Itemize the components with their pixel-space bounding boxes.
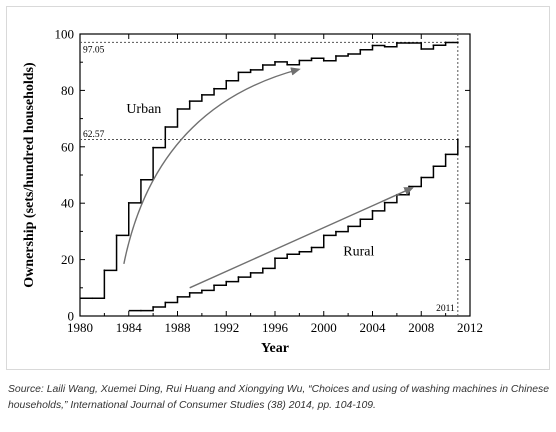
- data-point-rural: [225, 280, 228, 283]
- data-point-urban: [140, 178, 142, 181]
- data-point-rural: [322, 234, 325, 237]
- data-point-urban: [249, 68, 252, 71]
- data-point-urban: [213, 87, 215, 90]
- data-point-urban: [127, 202, 130, 204]
- data-point-rural: [432, 165, 435, 168]
- data-point-rural: [444, 153, 447, 156]
- data-point-urban: [274, 61, 276, 63]
- data-point-urban: [286, 63, 289, 66]
- x-axis-title: Year: [261, 341, 289, 356]
- y-tick-label: 100: [55, 27, 75, 42]
- x-tick-label: 2000: [311, 320, 337, 335]
- data-point-rural: [200, 289, 203, 292]
- x-tick-label: 2008: [408, 320, 434, 335]
- y-tick-label: 60: [61, 139, 74, 154]
- data-point-urban: [225, 79, 228, 82]
- data-point-rural: [188, 291, 191, 294]
- data-point-rural: [310, 246, 313, 249]
- data-point-urban: [395, 42, 398, 44]
- data-point-urban: [176, 108, 179, 110]
- data-point-rural: [359, 218, 362, 221]
- series-rural: [128, 138, 459, 312]
- data-point-rural: [347, 225, 350, 228]
- data-point-urban: [91, 297, 94, 300]
- data-point-rural: [237, 276, 240, 278]
- rural-series-label: Rural: [343, 244, 374, 259]
- data-point-rural: [371, 209, 374, 212]
- series-line-urban: [80, 41, 459, 299]
- data-point-rural: [140, 309, 142, 312]
- data-point-urban: [298, 59, 301, 62]
- data-point-urban: [371, 44, 374, 47]
- data-point-urban: [103, 269, 106, 272]
- data-point-rural: [261, 267, 264, 270]
- data-point-urban: [237, 71, 240, 74]
- series-urban: [80, 41, 459, 300]
- data-point-rural: [408, 185, 410, 188]
- data-point-urban: [456, 41, 459, 44]
- y-tick-label: 80: [61, 83, 74, 98]
- data-point-urban: [200, 94, 203, 96]
- x-tick-label: 2012: [457, 320, 483, 335]
- data-point-urban: [444, 41, 447, 44]
- data-point-rural: [335, 230, 337, 233]
- data-point-urban: [432, 44, 435, 47]
- data-point-urban: [408, 42, 410, 44]
- data-point-rural: [249, 271, 252, 274]
- data-point-urban: [188, 100, 191, 103]
- data-point-rural: [164, 301, 167, 304]
- urban-series-label: Urban: [126, 102, 161, 117]
- data-point-rural: [213, 284, 215, 287]
- x-tick-label: 1984: [116, 320, 143, 335]
- series-line-rural: [128, 139, 459, 312]
- chart-ticks: 1980 1984 1988 1992 1996 2000 2004 2008 2012 0 20 4…: [55, 27, 484, 336]
- data-point-rural: [286, 253, 289, 256]
- chart-series: [80, 41, 459, 312]
- trend-arrows: [123, 67, 414, 289]
- end-year-label: 2011: [436, 304, 455, 314]
- y-tick-label: 40: [61, 196, 74, 211]
- data-point-rural: [383, 201, 386, 204]
- data-point-urban: [322, 59, 325, 62]
- data-point-urban: [383, 45, 386, 48]
- x-tick-label: 1980: [67, 320, 93, 335]
- figure-frame: [6, 6, 550, 370]
- data-point-urban: [359, 48, 362, 51]
- data-point-rural: [298, 250, 301, 253]
- rural-final-value-label: 62.57: [83, 130, 105, 140]
- data-point-urban: [164, 126, 167, 128]
- data-point-rural: [456, 138, 459, 141]
- data-point-urban: [310, 57, 313, 60]
- rural-trend-arrow: [189, 187, 414, 289]
- x-tick-label: 1992: [213, 320, 239, 335]
- reference-lines: [80, 34, 459, 316]
- data-point-rural: [420, 176, 423, 179]
- x-tick-label: 2004: [360, 320, 387, 335]
- data-point-urban: [335, 55, 337, 57]
- x-tick-label: 1996: [262, 320, 289, 335]
- y-tick-label: 0: [68, 309, 75, 324]
- data-point-urban: [347, 53, 350, 55]
- y-axis-title: Ownership (sets/hundred households): [22, 62, 37, 288]
- data-point-urban: [115, 234, 118, 237]
- data-point-rural: [274, 257, 276, 260]
- data-point-rural: [176, 295, 179, 298]
- data-point-rural: [152, 306, 155, 308]
- figure-caption: Source: Laili Wang, Xuemei Ding, Rui Hua…: [8, 384, 549, 411]
- data-point-urban: [420, 48, 423, 50]
- chart-labels: Year Ownership (sets/hundred households) U…: [22, 45, 455, 356]
- urban-final-value-label: 97.05: [83, 45, 105, 55]
- y-tick-label: 20: [61, 252, 74, 267]
- urban-trend-arrow: [123, 67, 301, 264]
- ownership-chart: 1980 1984 1988 1992 1996 2000 2004 2008 2012 0 20 4…: [22, 27, 484, 357]
- data-point-urban: [261, 64, 264, 66]
- x-tick-label: 1988: [165, 320, 191, 335]
- data-point-urban: [152, 146, 155, 149]
